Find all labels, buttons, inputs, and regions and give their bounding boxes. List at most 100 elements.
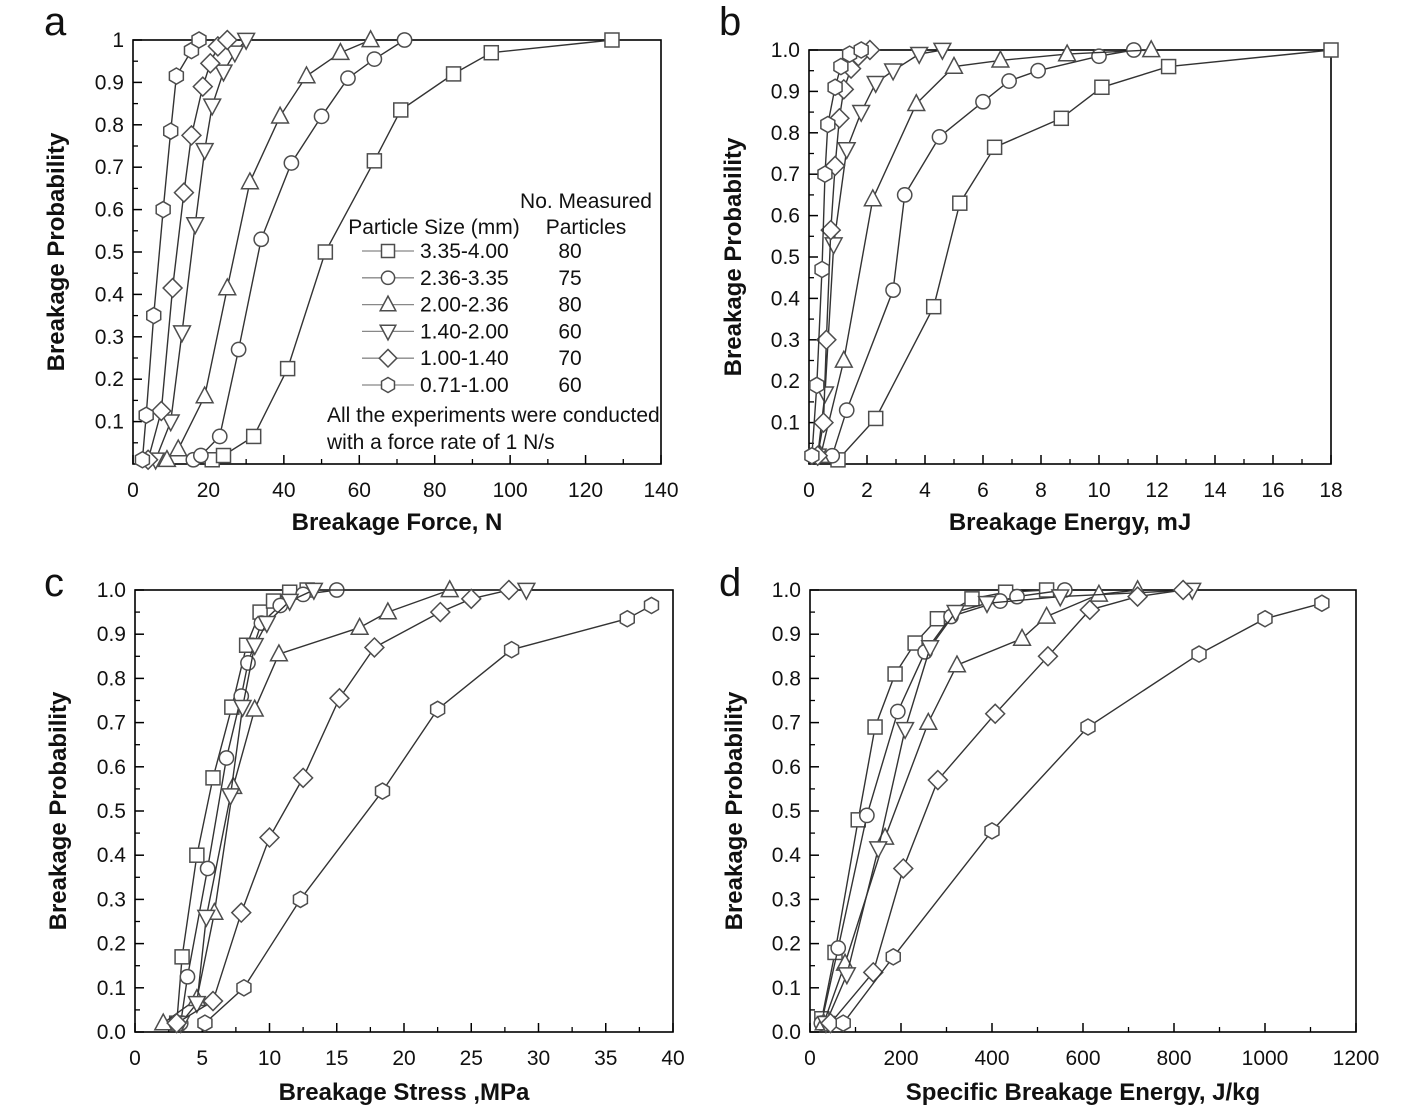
legend-item-count: 70 xyxy=(558,347,581,370)
triangle-down-marker-icon xyxy=(172,325,192,344)
series-line xyxy=(821,589,1047,1019)
series-diamond xyxy=(819,579,1194,1034)
y-tick-label: 0.6 xyxy=(97,756,126,779)
diamond-marker-icon xyxy=(460,588,482,610)
triangle-up-marker-icon xyxy=(240,171,260,190)
series-hexagon xyxy=(197,596,660,1033)
triangle-up-marker-icon xyxy=(378,294,398,312)
x-tick-label: 18 xyxy=(1319,479,1342,502)
triangle-up-marker-icon xyxy=(863,188,883,207)
series-line xyxy=(842,602,1323,1024)
triangle-up-marker-icon xyxy=(378,601,398,620)
square-marker-icon xyxy=(189,847,205,863)
x-tick-label: 40 xyxy=(272,479,295,502)
square-marker-icon xyxy=(929,610,946,627)
series-diamond xyxy=(807,39,881,467)
y-tick-label: 0.9 xyxy=(772,623,801,646)
diamond-marker-icon xyxy=(180,124,202,146)
experiment-note-line1: All the experiments were conducted xyxy=(327,404,660,427)
square-marker-icon xyxy=(393,102,409,118)
series-line xyxy=(820,589,1065,1024)
y-tick-label: 0.2 xyxy=(771,370,800,393)
triangle-down-marker-icon xyxy=(1050,589,1070,608)
triangle-down-marker-icon xyxy=(868,841,888,860)
triangle-up-marker-icon xyxy=(245,698,265,717)
triangle-up-marker-icon xyxy=(168,438,188,457)
legend-item-count: 75 xyxy=(558,267,581,290)
y-tick-label: 0.1 xyxy=(771,412,800,435)
diamond-marker-icon xyxy=(1172,579,1194,601)
series-line xyxy=(176,589,308,1024)
legend-item-count: 80 xyxy=(558,240,581,263)
legend-col2-header: Particles xyxy=(546,216,627,239)
triangle-down-marker-icon xyxy=(823,237,844,256)
panel-c-letter: c xyxy=(44,561,64,605)
y-tick-label: 0.9 xyxy=(97,623,126,646)
legend: No. Measured Particles Particle Size (mm)3… xyxy=(326,190,660,454)
x-tick-label: 15 xyxy=(325,1047,348,1070)
y-tick-label: 0.0 xyxy=(97,1021,126,1044)
triangle-down-marker-icon xyxy=(236,32,256,51)
diamond-marker-icon xyxy=(292,767,314,789)
square-marker-icon xyxy=(964,591,980,607)
hexagon-marker-icon xyxy=(833,57,849,76)
triangle-down-marker-icon xyxy=(280,593,300,612)
diamond-marker-icon xyxy=(815,329,837,351)
triangle-down-marker-icon xyxy=(945,604,966,623)
series-triangle-down xyxy=(145,32,256,471)
y-tick-label: 0.1 xyxy=(95,411,124,434)
triangle-down-marker-icon xyxy=(837,141,857,161)
diamond-marker-icon xyxy=(166,1012,188,1034)
series-triangle-up xyxy=(813,579,1148,1031)
triangle-down-marker-icon xyxy=(187,995,207,1014)
square-marker-icon xyxy=(925,298,942,315)
square-marker-icon xyxy=(1094,79,1110,96)
square-marker-icon xyxy=(380,243,396,259)
y-tick-label: 0.7 xyxy=(97,712,126,735)
square-marker-icon xyxy=(215,447,232,464)
triangle-up-marker-icon xyxy=(918,711,938,730)
triangle-up-marker-icon xyxy=(217,277,237,296)
series-line xyxy=(180,589,527,1024)
triangle-up-marker-icon xyxy=(330,42,351,61)
legend-col1-header: Particle Size (mm) xyxy=(348,216,520,239)
series-line xyxy=(162,589,450,1024)
diamond-marker-icon xyxy=(1127,586,1149,608)
x-tick-label: 200 xyxy=(883,1047,918,1070)
panel-a-plot: 0 20 40 60 80 100 120 140 1 0.9 0.8 0.7 0.6 0.5 0.4 0.3… xyxy=(43,29,679,536)
triangle-up-marker-icon xyxy=(906,93,926,112)
diamond-marker-icon xyxy=(498,579,520,601)
circle-marker-icon xyxy=(313,108,330,125)
y-tick-label: 0.5 xyxy=(95,241,124,264)
diamond-marker-icon xyxy=(812,412,835,434)
triangle-up-marker-icon xyxy=(1036,605,1057,624)
series-diamond xyxy=(137,29,238,471)
square-marker-icon xyxy=(887,666,903,682)
circle-marker-icon xyxy=(885,282,901,299)
legend-item-label: 2.36-3.35 xyxy=(420,267,509,290)
y-tick-label: 0.3 xyxy=(771,329,800,352)
circle-marker-icon xyxy=(838,402,855,419)
triangle-down-marker-icon xyxy=(866,75,886,94)
diamond-marker-icon xyxy=(984,703,1006,725)
diamond-marker-icon xyxy=(150,400,172,422)
series-line xyxy=(829,589,1184,1024)
x-tick-label: 1000 xyxy=(1242,1047,1289,1070)
series-line xyxy=(180,589,337,1024)
diamond-marker-icon xyxy=(862,961,884,983)
y-tick-label: 0.8 xyxy=(97,667,126,690)
hexagon-marker-icon xyxy=(146,306,162,325)
x-tick-label: 16 xyxy=(1261,479,1284,502)
triangle-up-marker-icon xyxy=(1012,627,1032,647)
series-line xyxy=(823,589,1138,1024)
hexagon-marker-icon xyxy=(236,978,252,997)
x-tick-label: 12 xyxy=(1145,479,1168,502)
series-line xyxy=(176,589,510,1024)
circle-marker-icon xyxy=(1091,48,1107,65)
series-triangle-down xyxy=(171,582,537,1034)
series-line xyxy=(211,39,613,461)
panel-a: a 0 20 40 60 80 100 120 140 1 0.9 0.8 0.7 0.6 0.5 0.4 0… xyxy=(0,0,711,545)
series-line xyxy=(825,589,1193,1024)
triangle-up-marker-icon xyxy=(296,65,317,84)
y-tick-label: 0.6 xyxy=(771,205,800,228)
